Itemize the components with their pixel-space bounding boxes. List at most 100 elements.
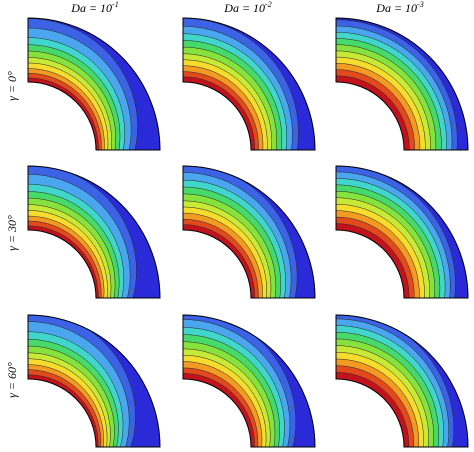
contour-line (27, 204, 112, 299)
contour-line (335, 69, 415, 150)
domain-outline (182, 17, 316, 151)
contour-line (182, 224, 255, 298)
contour-line (182, 354, 267, 448)
contour-line (27, 352, 111, 448)
contour-line (182, 341, 276, 448)
domain-outline (27, 165, 161, 299)
contour-band (183, 361, 262, 447)
contour-band (28, 18, 160, 150)
contour-line (335, 325, 444, 448)
contour-line (335, 25, 453, 151)
contour-line (27, 345, 115, 448)
column-header: Da = 10-3 (375, 0, 423, 15)
contour-band (183, 219, 259, 298)
contour-line (27, 27, 132, 151)
contour-band (336, 359, 419, 447)
contour-band (336, 204, 425, 298)
contour-line (182, 17, 299, 151)
contour-line (27, 183, 125, 299)
contour-line (335, 75, 410, 151)
contour-line (335, 63, 421, 150)
contour-band (183, 373, 255, 447)
row-header: γ = 30° (5, 215, 19, 251)
contour-line (335, 338, 434, 448)
domain-outline (27, 314, 161, 448)
contour-band (336, 63, 420, 150)
contour-line (27, 321, 130, 448)
contour-line (335, 178, 446, 299)
contour-line (335, 56, 426, 151)
domain-outline (335, 17, 469, 151)
contour-band (28, 315, 136, 447)
contour-line (27, 210, 108, 299)
contour-line (182, 65, 264, 151)
contour-line (27, 191, 120, 299)
contour-line (335, 352, 424, 448)
contour-line (182, 319, 291, 448)
contour-line (27, 369, 102, 448)
contour-band (336, 223, 410, 298)
contour-line (182, 193, 277, 299)
contour-band (28, 166, 160, 298)
contour-line (27, 225, 99, 298)
domain-outline (182, 314, 316, 448)
contour-line (335, 38, 442, 151)
contour-band (183, 166, 315, 298)
contour-line (335, 345, 429, 448)
contour-band (183, 71, 259, 150)
contour-band (336, 315, 468, 447)
contour-line (27, 358, 108, 448)
contour-line (335, 223, 410, 299)
contour-line (335, 191, 435, 299)
contour-line (335, 216, 415, 299)
contour-band (183, 367, 258, 447)
contour-line (335, 372, 410, 447)
contour-line (182, 327, 285, 448)
contour-line (27, 220, 102, 299)
contour-line (27, 62, 109, 151)
contour-line (335, 31, 447, 151)
contour-line (182, 186, 281, 299)
contour-line (27, 18, 138, 151)
contour-line (182, 33, 288, 151)
contour-band (336, 57, 426, 150)
contour-line (182, 71, 259, 151)
contour-line (335, 50, 431, 151)
contour-line (27, 50, 116, 151)
contour-line (182, 367, 259, 448)
contour-line (182, 59, 268, 151)
contour-line (335, 184, 441, 299)
contour-band (183, 315, 315, 447)
domain-outline (27, 17, 161, 151)
contour-line (182, 179, 286, 299)
contour-line (27, 331, 124, 448)
contour-line (27, 339, 119, 448)
domain-outline (335, 314, 469, 448)
contour-line (27, 174, 131, 299)
contour-line (182, 212, 263, 299)
contour-line (182, 172, 292, 299)
contour-line (182, 40, 283, 151)
contour-line (27, 364, 104, 448)
contour-line (335, 365, 415, 448)
contour-line (182, 206, 267, 299)
contour-line (182, 361, 263, 448)
contour-line (27, 374, 99, 447)
contour-band (336, 75, 410, 150)
contour-line (335, 210, 420, 299)
contour-line (27, 197, 116, 299)
contour-band (183, 18, 315, 150)
contour-line (27, 73, 102, 150)
domain-outline (335, 165, 469, 299)
row-header: γ = 0° (5, 71, 19, 101)
contour-line (27, 68, 105, 151)
contour-line (182, 373, 255, 447)
contour-line (182, 200, 272, 299)
contour-line (182, 76, 256, 151)
contour-band (336, 372, 409, 447)
column-header: Da = 10-2 (223, 0, 271, 15)
contour-band (183, 213, 263, 298)
contour-line (182, 348, 271, 448)
contour-line (182, 26, 293, 151)
